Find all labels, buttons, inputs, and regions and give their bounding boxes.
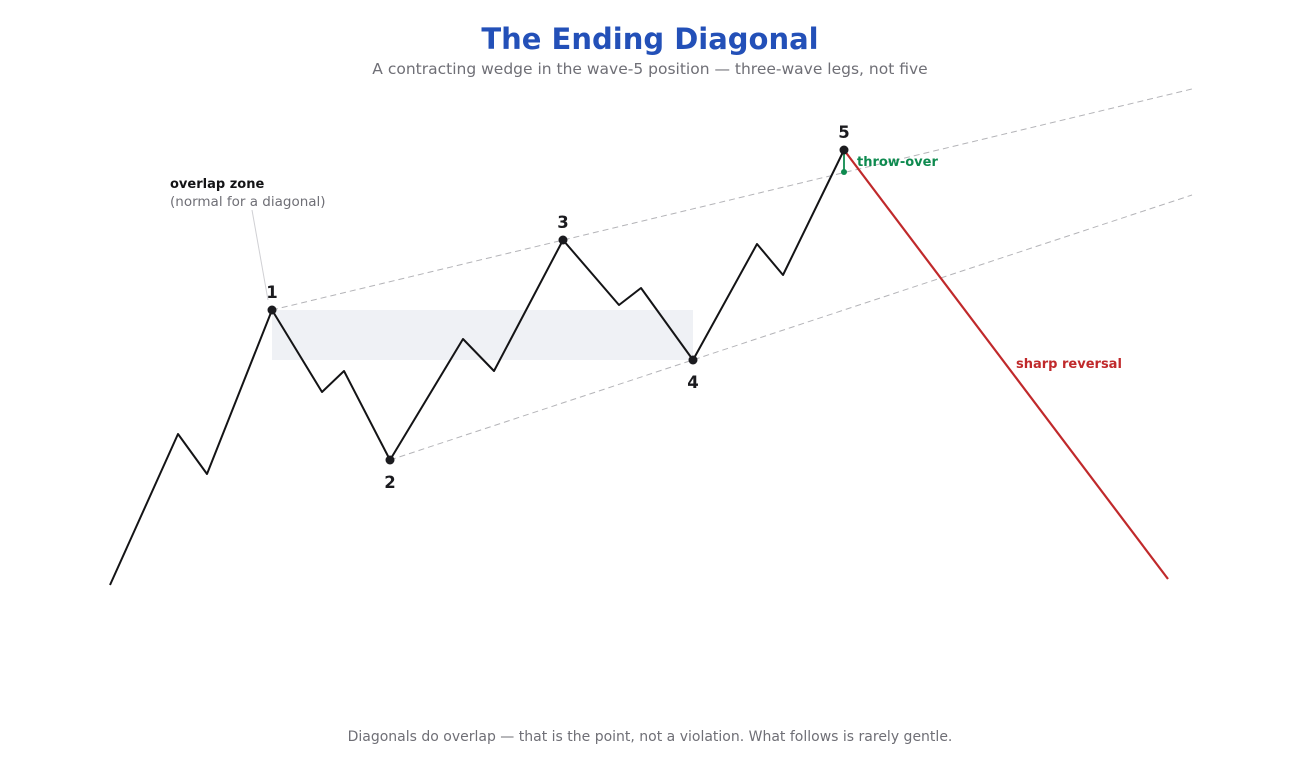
wave-label-2: 2 [384,473,395,492]
wave-label-1: 1 [266,283,277,302]
wave-label-4: 4 [687,373,698,392]
wave-point-3 [558,235,568,245]
throw-over-label: throw-over [857,155,938,170]
footer-note: Diagonals do overlap — that is the point… [347,729,953,745]
wave-point-4 [688,355,698,365]
wave-label-5: 5 [838,123,849,142]
overlap-zone [272,310,693,360]
wave-point-5 [839,145,849,155]
overlap-leader-line [251,209,269,301]
upper-trendline [271,88,1193,311]
throw-over-point [841,169,847,175]
price-path [109,149,845,586]
lower-trendline [389,194,1193,461]
wave-point-2 [385,455,395,465]
wave-label-3: 3 [557,213,568,232]
page-title: The Ending Diagonal [481,22,819,56]
sharp-reversal-label: sharp reversal [1016,357,1122,372]
reversal-line [843,149,1169,580]
overlap-zone-label: overlap zone [170,177,264,192]
wave-point-1 [267,305,277,315]
overlap-zone-note: (normal for a diagonal) [170,194,326,210]
page-subtitle: A contracting wedge in the wave-5 positi… [372,60,928,78]
